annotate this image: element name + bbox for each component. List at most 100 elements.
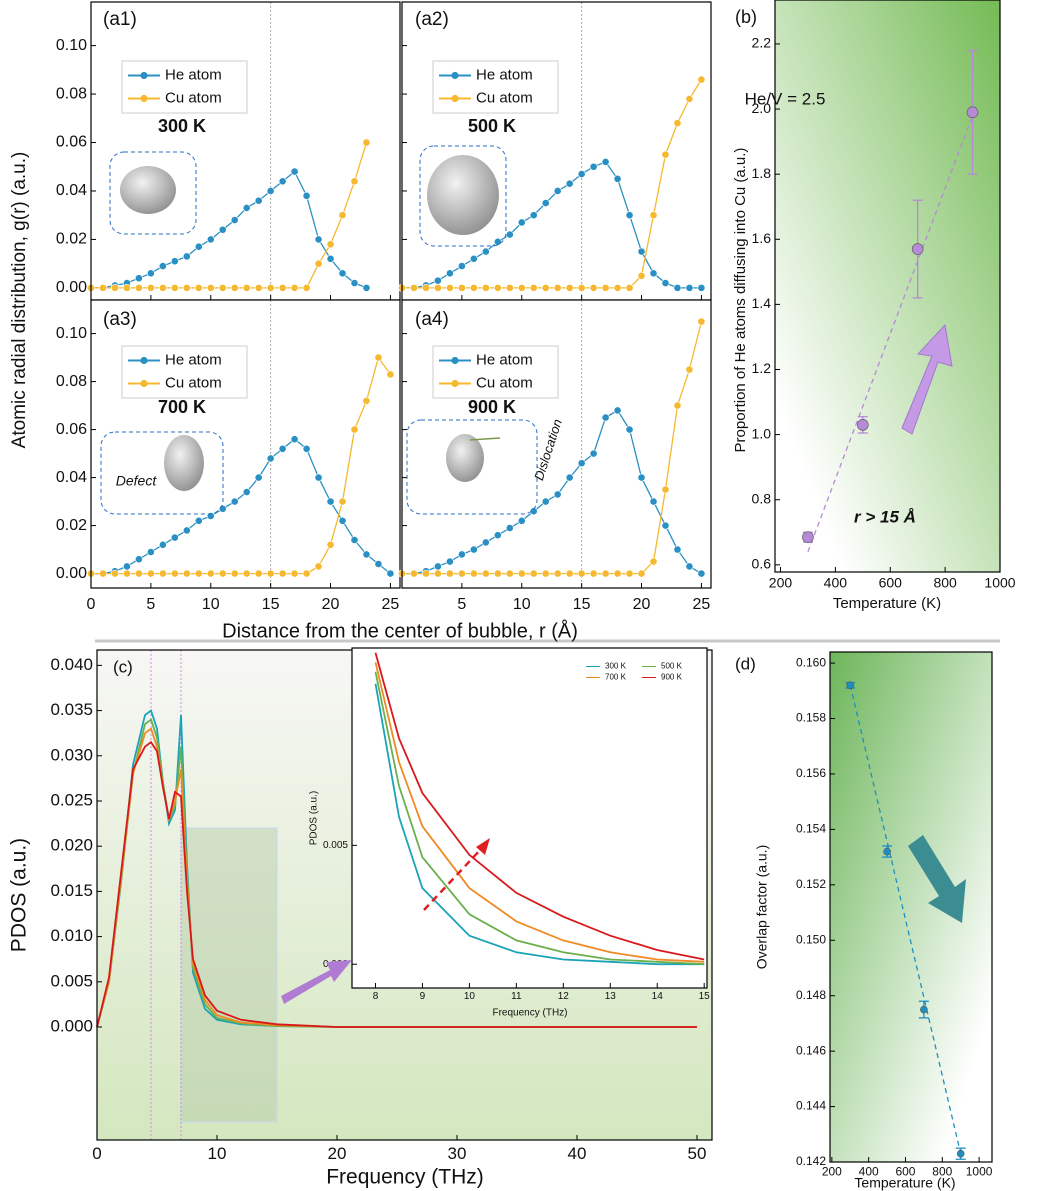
y-tick-label: 0.144 <box>796 1099 826 1113</box>
data-point <box>469 569 478 578</box>
legend-marker <box>451 356 459 365</box>
annotation: r > 15 Å <box>854 507 916 526</box>
x-tick-label: 20 <box>328 1144 347 1163</box>
data-point <box>446 569 454 578</box>
annotation: 500 K <box>468 116 516 136</box>
data-point <box>481 283 490 292</box>
data-point <box>410 283 418 292</box>
plot-frame <box>401 299 712 589</box>
data-point <box>661 521 670 530</box>
data-point <box>194 283 203 292</box>
x-tick-label: 200 <box>822 1164 842 1178</box>
data-point <box>302 569 311 578</box>
bubble-frame <box>419 145 507 247</box>
data-point <box>553 569 562 578</box>
data-point <box>446 283 454 292</box>
legend-label: He atom <box>476 351 533 368</box>
data-point <box>446 269 454 278</box>
data-point <box>613 569 622 578</box>
y-tick-label: 1.8 <box>752 165 772 181</box>
bubble <box>164 435 204 491</box>
x-axis-label: Temperature (K) <box>854 1175 955 1191</box>
y-tick-label: 2.0 <box>752 100 772 116</box>
series-line <box>374 652 705 961</box>
y-tick-label: 0.08 <box>56 373 87 390</box>
legend-marker <box>451 71 459 80</box>
data-point <box>966 106 979 119</box>
legend-marker <box>451 379 459 388</box>
plot-background <box>830 652 992 1162</box>
trend-arrow <box>901 323 953 435</box>
data-point <box>541 199 550 207</box>
y-tick-label: 0.020 <box>50 836 93 855</box>
legend-label: Cu atom <box>165 374 222 391</box>
data-point <box>613 174 622 183</box>
x-axis-label: Frequency (THz) <box>492 1008 567 1019</box>
data-point <box>565 473 574 482</box>
x-tick-label: 9 <box>420 991 426 1002</box>
x-tick-label: 13 <box>605 991 617 1002</box>
data-point <box>278 569 287 578</box>
x-tick-label: 10 <box>464 991 476 1002</box>
legend-marker <box>140 94 148 103</box>
data-point <box>493 237 502 246</box>
data-point <box>673 119 682 128</box>
data-point <box>625 211 634 220</box>
x-tick-label: 50 <box>688 1144 707 1163</box>
bubble <box>446 434 484 482</box>
data-point <box>457 550 466 559</box>
data-point <box>206 283 215 292</box>
data-point <box>338 497 347 506</box>
data-point <box>613 406 622 415</box>
legend-marker <box>451 94 459 103</box>
data-point <box>386 569 395 578</box>
data-point <box>481 247 490 256</box>
panel-label: (b) <box>735 7 757 27</box>
data-point <box>649 497 658 506</box>
data-point <box>302 444 311 453</box>
data-point <box>158 283 167 292</box>
panel-label: (a4) <box>415 309 449 330</box>
data-point <box>194 569 203 578</box>
annotation: Defect <box>116 473 158 489</box>
data-point <box>661 150 670 159</box>
x-axis-label: Distance from the center of bubble, r (Å… <box>222 619 578 642</box>
legend-label: 700 K <box>605 673 627 682</box>
y-tick-label: 0.148 <box>796 988 826 1002</box>
data-point <box>589 569 598 578</box>
data-point <box>673 283 682 292</box>
x-tick-label: 400 <box>859 1164 879 1178</box>
data-point <box>135 555 143 564</box>
plot-background <box>402 2 711 300</box>
data-point <box>135 274 143 283</box>
data-point <box>637 473 646 482</box>
data-point <box>135 569 143 578</box>
data-point <box>350 177 359 186</box>
data-point <box>218 504 227 513</box>
data-point <box>123 562 131 571</box>
x-tick-label: 10 <box>513 596 531 613</box>
data-point <box>386 370 395 379</box>
series-line <box>96 740 697 1028</box>
panel-label: (a2) <box>415 9 449 30</box>
panel: 0.6 0.8 1.0 1.2 1.4 1.6 1.8 2.0 2.2 200 400 600 800 1… <box>732 0 1016 612</box>
legend-label: He atom <box>476 66 533 83</box>
data-point <box>434 569 442 578</box>
data-point <box>266 569 275 578</box>
data-point <box>254 473 263 482</box>
data-point <box>589 283 598 292</box>
series-line <box>374 662 705 963</box>
data-point <box>182 526 191 535</box>
data-point <box>422 569 430 578</box>
legend-label: Cu atom <box>476 374 533 391</box>
data-point <box>883 847 891 856</box>
data-point <box>637 271 646 280</box>
data-point <box>857 419 869 431</box>
plot-frame <box>90 299 401 589</box>
x-tick-label: 15 <box>699 991 711 1002</box>
x-tick-label: 25 <box>382 596 400 613</box>
panel-label: (a3) <box>103 309 137 330</box>
x-tick-label: 600 <box>895 1164 915 1178</box>
data-point <box>553 490 562 499</box>
